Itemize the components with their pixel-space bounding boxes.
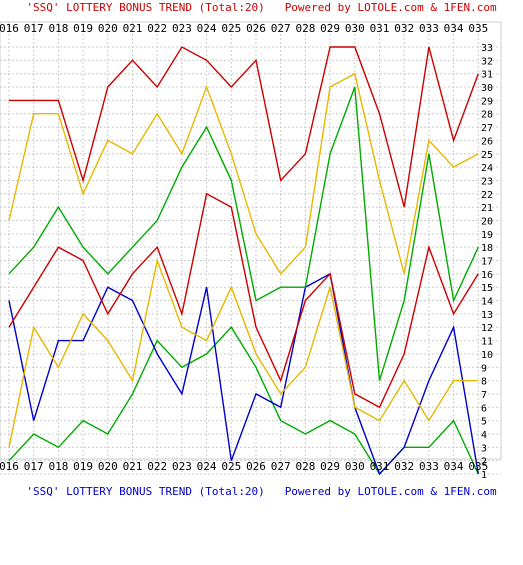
y-tick-label: 24 bbox=[481, 163, 493, 174]
y-tick-label: 15 bbox=[481, 283, 493, 294]
x-tick-label-top: 031 bbox=[370, 22, 390, 35]
x-tick-label-bottom: 032 bbox=[394, 460, 414, 473]
y-tick-label: 32 bbox=[481, 56, 493, 67]
y-tick-label: 12 bbox=[481, 323, 493, 334]
x-tick-label-bottom: 035 bbox=[468, 460, 488, 473]
series-line-2 bbox=[8, 272, 479, 476]
y-tick-label: 30 bbox=[481, 83, 493, 94]
y-tick-label: 25 bbox=[481, 150, 493, 161]
y-tick-label: 26 bbox=[481, 136, 493, 147]
y-tick-label: 3 bbox=[481, 443, 487, 454]
x-tick-label-bottom: 018 bbox=[48, 460, 68, 473]
y-tick-label: 11 bbox=[481, 337, 493, 348]
x-tick-label-bottom: 026 bbox=[246, 460, 266, 473]
y-tick-label: 1 bbox=[481, 470, 487, 481]
x-tick-label-top: 033 bbox=[419, 22, 439, 35]
x-tick-label-top: 020 bbox=[98, 22, 118, 35]
y-tick-label: 33 bbox=[481, 43, 493, 54]
x-tick-label-top: 030 bbox=[345, 22, 365, 35]
x-tick-label-bottom: 030 bbox=[345, 460, 365, 473]
x-tick-label-bottom: 031 bbox=[370, 460, 390, 473]
y-tick-label: 9 bbox=[481, 363, 487, 374]
x-tick-label-bottom: 024 bbox=[197, 460, 217, 473]
x-tick-label-bottom: 020 bbox=[98, 460, 118, 473]
x-tick-label-top: 024 bbox=[197, 22, 217, 35]
x-tick-label-bottom: 034 bbox=[444, 460, 464, 473]
x-tick-label-bottom: 019 bbox=[73, 460, 93, 473]
y-tick-label: 6 bbox=[481, 403, 487, 414]
grid-lines bbox=[0, 22, 501, 475]
top-caption: 'SSQ' LOTTERY BONUS TREND (Total:20) Pow… bbox=[0, 1, 523, 14]
y-tick-label: 21 bbox=[481, 203, 493, 214]
x-tick-label-top: 034 bbox=[444, 22, 464, 35]
y-tick-label: 13 bbox=[481, 310, 493, 321]
x-tick-label-bottom: 023 bbox=[172, 460, 192, 473]
x-tick-labels-top: 016 017 018 019 020 021 022 023 024 025 026 027 028 0… bbox=[0, 22, 488, 35]
series-line-5 bbox=[8, 86, 479, 381]
x-tick-label-bottom: 017 bbox=[24, 460, 44, 473]
series-line-7 bbox=[9, 46, 479, 208]
y-tick-label: 27 bbox=[481, 123, 493, 134]
x-tick-label-bottom: 029 bbox=[320, 460, 340, 473]
x-tick-label-bottom: 028 bbox=[295, 460, 315, 473]
x-tick-label-bottom: 021 bbox=[123, 460, 143, 473]
series-line-3 bbox=[8, 257, 479, 448]
y-tick-label: 17 bbox=[481, 257, 493, 268]
y-tick-label: 28 bbox=[481, 110, 493, 121]
y-tick-label: 16 bbox=[481, 270, 493, 281]
y-tick-label: 14 bbox=[481, 297, 493, 308]
y-tick-label: 2 bbox=[481, 457, 487, 468]
series-lines bbox=[8, 46, 479, 476]
x-tick-label-bottom: 022 bbox=[147, 460, 167, 473]
top-caption-credit: Powered by LOTOLE.com & 1FEN.com bbox=[284, 1, 497, 14]
x-tick-label-top: 026 bbox=[246, 22, 266, 35]
x-tick-label-top: 027 bbox=[271, 22, 291, 35]
x-tick-label-top: 017 bbox=[24, 22, 44, 35]
y-tick-label: 18 bbox=[481, 243, 493, 254]
y-tick-label: 4 bbox=[481, 430, 487, 441]
y-tick-label: 5 bbox=[481, 417, 487, 428]
bottom-caption: 'SSQ' LOTTERY BONUS TREND (Total:20) Pow… bbox=[0, 485, 523, 498]
x-tick-label-bottom: 016 bbox=[0, 460, 19, 473]
x-tick-label-bottom: 027 bbox=[271, 460, 291, 473]
y-tick-label: 29 bbox=[481, 96, 493, 107]
x-tick-label-top: 022 bbox=[147, 22, 167, 35]
x-tick-label-top: 023 bbox=[172, 22, 192, 35]
x-tick-label-top: 032 bbox=[394, 22, 414, 35]
x-tick-label-top: 019 bbox=[73, 22, 93, 35]
y-tick-labels: 1234567891011121314151617181920212223242… bbox=[481, 43, 493, 481]
y-tick-label: 22 bbox=[481, 190, 493, 201]
x-tick-label-top: 016 bbox=[0, 22, 19, 35]
bottom-caption-title: 'SSQ' LOTTERY BONUS TREND (Total:20) bbox=[26, 485, 265, 498]
x-tick-label-top: 025 bbox=[221, 22, 241, 35]
series-line-4 bbox=[8, 192, 479, 409]
x-tick-label-top: 021 bbox=[123, 22, 143, 35]
y-tick-label: 23 bbox=[481, 176, 493, 187]
y-tick-label: 31 bbox=[481, 70, 493, 81]
x-tick-label-bottom: 033 bbox=[419, 460, 439, 473]
x-tick-label-top: 018 bbox=[48, 22, 68, 35]
y-tick-label: 20 bbox=[481, 216, 493, 227]
series-line-6 bbox=[8, 72, 479, 275]
x-tick-label-top: 029 bbox=[320, 22, 340, 35]
y-tick-label: 8 bbox=[481, 377, 487, 388]
x-tick-label-bottom: 025 bbox=[221, 460, 241, 473]
y-tick-label: 19 bbox=[481, 230, 493, 241]
x-tick-label-top: 028 bbox=[295, 22, 315, 35]
top-caption-title: 'SSQ' LOTTERY BONUS TREND (Total:20) bbox=[26, 1, 265, 14]
y-tick-label: 10 bbox=[481, 350, 493, 361]
x-tick-label-top: 035 bbox=[468, 22, 488, 35]
y-tick-label: 7 bbox=[481, 390, 487, 401]
x-tick-labels-bottom: 016 017 018 019 020 021 022 023 024 025 026 027 028 0… bbox=[0, 460, 488, 473]
bottom-caption-credit: Powered by LOTOLE.com & 1FEN.com bbox=[284, 485, 497, 498]
